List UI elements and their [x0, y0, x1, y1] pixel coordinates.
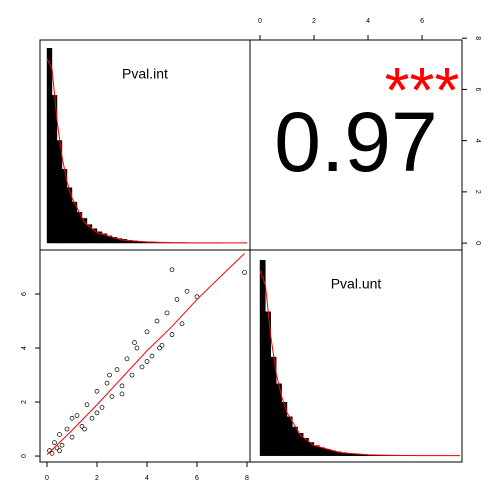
- y-tick-label: 8: [474, 36, 481, 40]
- scatter-point: [184, 288, 190, 294]
- x-tick-label: 6: [195, 475, 199, 482]
- histogram-bar: [259, 260, 266, 457]
- scatter-point: [64, 426, 70, 432]
- scatter-point: [79, 424, 85, 429]
- correlation-value: 0.97: [274, 95, 438, 189]
- scatter-point: [144, 329, 150, 335]
- scatter-point: [57, 448, 62, 454]
- histogram-bar: [51, 95, 58, 244]
- y-tick-label: 6: [474, 87, 481, 91]
- y-tick-label: 2: [21, 400, 28, 404]
- histogram-bar: [286, 416, 293, 457]
- y-tick-label: 4: [474, 139, 481, 143]
- scatter-point: [84, 402, 90, 408]
- scatter-point: [144, 359, 150, 364]
- fit-line: [46, 253, 245, 456]
- scatter-point: [139, 364, 145, 370]
- scatter-point: [69, 434, 75, 440]
- scatter-point: [82, 426, 87, 432]
- scatter-point: [154, 318, 160, 324]
- x-tick-label: 8: [245, 475, 249, 482]
- y-tick-label: 6: [21, 292, 28, 296]
- frame: [39, 39, 463, 463]
- scatter-point: [242, 270, 247, 275]
- scatter-point: [114, 367, 120, 372]
- scatter-point: [194, 294, 200, 300]
- histogram-bar: [292, 426, 299, 457]
- scatter-point: [129, 372, 135, 378]
- x-tick-label: 0: [45, 475, 49, 482]
- scatter-point: [159, 342, 165, 348]
- scatter-point: [59, 442, 65, 448]
- histogram-bar: [86, 224, 93, 244]
- scatter-point: [174, 297, 180, 302]
- x-tick-label: 4: [366, 18, 370, 25]
- histogram-bar: [46, 48, 53, 244]
- scatter-point: [99, 405, 105, 410]
- variable-name: Pval.unt: [331, 276, 382, 292]
- y-tick-label: 0: [21, 454, 28, 458]
- x-tick-label: 6: [420, 18, 424, 25]
- density-curve: [259, 270, 460, 457]
- density-curve: [46, 58, 247, 244]
- scatter-point: [107, 372, 112, 378]
- scatter-point: [54, 445, 60, 451]
- plots: Pval.int 0.97*** 0 2 4 6 0 2 4 6 8 0 2 4 6 8 0 2 4 6 Pval.un…: [21, 18, 481, 482]
- scatter-point: [119, 391, 125, 397]
- scatter-point: [89, 415, 95, 421]
- scatter-point: [124, 356, 130, 362]
- scatter-point: [57, 432, 62, 437]
- significance-stars: ***: [385, 54, 460, 126]
- scatter-point: [69, 415, 75, 421]
- variable-name: Pval.int: [122, 66, 168, 82]
- scatter-point: [134, 345, 140, 351]
- y-tick-label: 4: [21, 346, 28, 350]
- histogram-bar: [324, 449, 331, 457]
- histogram-bar: [319, 447, 326, 457]
- scatter-point: [164, 310, 170, 316]
- scatter-point: [52, 440, 57, 445]
- histogram-bar: [71, 201, 78, 244]
- scatter-point: [104, 380, 110, 386]
- scatter-point: [179, 321, 185, 327]
- scatter-point: [94, 410, 100, 416]
- histogram-bar: [270, 356, 277, 457]
- scatter-point: [132, 340, 137, 345]
- scatter-point: [169, 267, 175, 273]
- scatter-point: [49, 451, 55, 456]
- scatter-point: [74, 413, 80, 418]
- scatter-point: [157, 345, 162, 351]
- scatter-point: [119, 383, 125, 389]
- x-tick-label: 4: [145, 475, 149, 482]
- scatter-point: [149, 353, 155, 359]
- y-tick-label: 2: [474, 190, 481, 194]
- x-tick-label: 2: [312, 18, 316, 25]
- scatter-point: [169, 332, 175, 337]
- y-tick-label: 0: [474, 241, 481, 245]
- scatter-point: [94, 388, 100, 394]
- x-tick-label: 2: [95, 475, 99, 482]
- scatter-point: [109, 394, 115, 399]
- x-tick-label: 0: [258, 18, 262, 25]
- histogram-bar: [56, 140, 63, 244]
